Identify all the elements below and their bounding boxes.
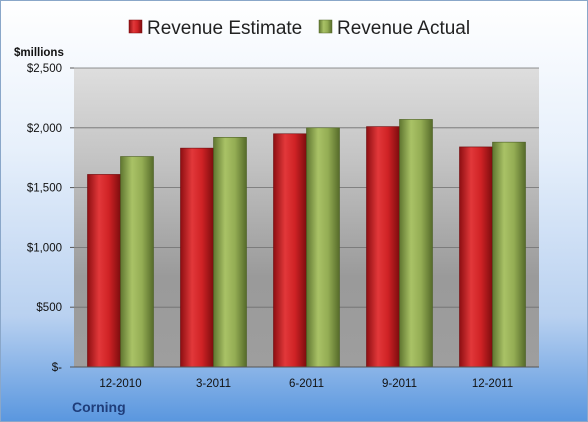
legend-swatch-actual xyxy=(318,19,333,34)
y-tick-label: $1,500 xyxy=(27,183,62,195)
bar-revenue-actual xyxy=(213,137,247,368)
x-tick-label: 3-2011 xyxy=(196,378,231,390)
y-tick-label: $2,500 xyxy=(27,63,62,75)
bar-revenue-actual xyxy=(120,156,154,368)
legend-label-actual: Revenue Actual xyxy=(337,18,470,39)
legend-label-estimate: Revenue Estimate xyxy=(147,18,302,39)
bar-revenue-estimate xyxy=(87,174,121,368)
bar-revenue-estimate xyxy=(366,126,400,368)
y-axis-ticks: $- $500 $1,000 $1,500 $2,000 $2,500 xyxy=(27,63,74,374)
bar-revenue-actual xyxy=(306,127,340,368)
legend: Revenue Estimate Revenue Actual xyxy=(128,18,470,39)
bar-revenue-estimate xyxy=(459,146,493,368)
bar-revenue-estimate xyxy=(273,133,307,368)
x-tick-label: 9-2011 xyxy=(382,378,417,390)
bar-revenue-actual xyxy=(399,119,433,368)
company-name: Corning xyxy=(72,399,126,415)
y-tick-label: $500 xyxy=(36,302,62,314)
bar-revenue-estimate xyxy=(180,147,214,368)
y-tick-label: $1,000 xyxy=(27,242,62,254)
x-axis-ticks: 12-2010 3-2011 6-2011 9-2011 12-2011 xyxy=(74,366,539,390)
y-axis-label: $millions xyxy=(14,47,64,59)
bar-revenue-actual xyxy=(492,141,526,368)
x-tick-label: 12-2010 xyxy=(99,378,141,390)
bars xyxy=(87,119,526,368)
x-tick-label: 12-2011 xyxy=(472,378,513,390)
legend-swatch-estimate xyxy=(128,19,143,34)
y-tick-label: $- xyxy=(52,362,62,374)
x-tick-label: 6-2011 xyxy=(289,378,324,390)
y-tick-label: $2,000 xyxy=(27,123,62,135)
